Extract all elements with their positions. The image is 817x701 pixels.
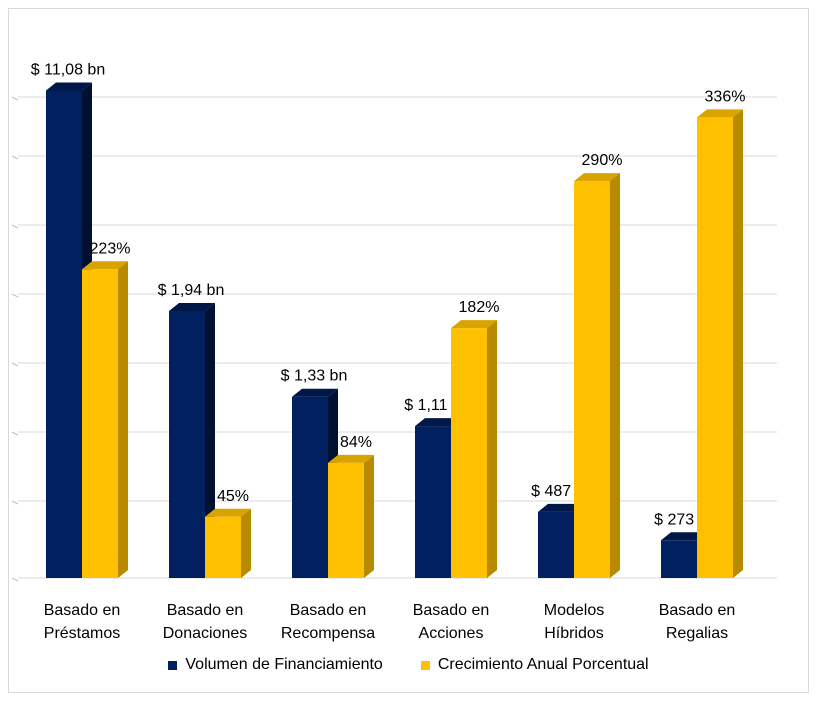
category-label: Acciones <box>419 625 484 642</box>
category-label: Regalias <box>666 625 728 642</box>
data-label-growth: 290% <box>582 152 623 169</box>
bar-growth <box>328 454 374 578</box>
data-label-growth: 182% <box>459 299 500 316</box>
legend-item-growth: Crecimiento Anual Porcentual <box>420 656 649 674</box>
legend-item-volume: Volumen de Financiamiento <box>168 656 383 674</box>
data-label-growth: 84% <box>340 434 372 451</box>
bar-volume <box>46 82 92 578</box>
data-label-volume: $ 1,94 bn <box>158 282 225 299</box>
category-label: Recompensa <box>281 625 375 642</box>
axis-tick <box>11 96 19 101</box>
legend-label-volume: Volumen de Financiamiento <box>185 656 383 673</box>
chart-legend: Volumen de Financiamiento Crecimiento An… <box>0 656 817 674</box>
bar-volume <box>169 302 215 578</box>
category-label: Préstamos <box>44 625 120 642</box>
category-label: Basado en <box>290 602 367 619</box>
axis-tick <box>11 500 19 505</box>
axis-tick <box>11 155 19 160</box>
bar-growth <box>574 173 620 578</box>
category-label: Modelos <box>544 602 604 619</box>
axis-tick <box>11 293 19 298</box>
axis-tick <box>11 224 19 229</box>
category-label: Híbridos <box>544 625 604 642</box>
bar-growth <box>82 261 128 578</box>
bar-growth <box>451 320 497 578</box>
data-label-growth: 223% <box>90 240 131 257</box>
legend-swatch-growth <box>420 660 430 670</box>
data-label-growth: 45% <box>217 488 249 505</box>
data-label-volume: $ 11,08 bn <box>31 61 105 78</box>
category-label: Donaciones <box>163 625 248 642</box>
bar-growth <box>205 508 251 578</box>
axis-tick <box>11 431 19 436</box>
axis-tick <box>11 577 19 582</box>
axis-tick <box>11 362 19 367</box>
legend-label-growth: Crecimiento Anual Porcentual <box>437 656 649 673</box>
category-label: Basado en <box>659 602 736 619</box>
chart-plot: $ 11,08 bn 223% Basado en Préstamos $ 1,94 b… <box>11 61 777 642</box>
legend-swatch-volume <box>168 660 178 670</box>
category-label: Basado en <box>44 602 121 619</box>
data-label-volume: $ 1,33 bn <box>281 368 348 385</box>
category-label: Basado en <box>167 602 244 619</box>
bar-growth <box>697 109 743 579</box>
category-label: Basado en <box>413 602 490 619</box>
chart-frame <box>8 8 809 693</box>
data-label-growth: 336% <box>705 88 746 105</box>
